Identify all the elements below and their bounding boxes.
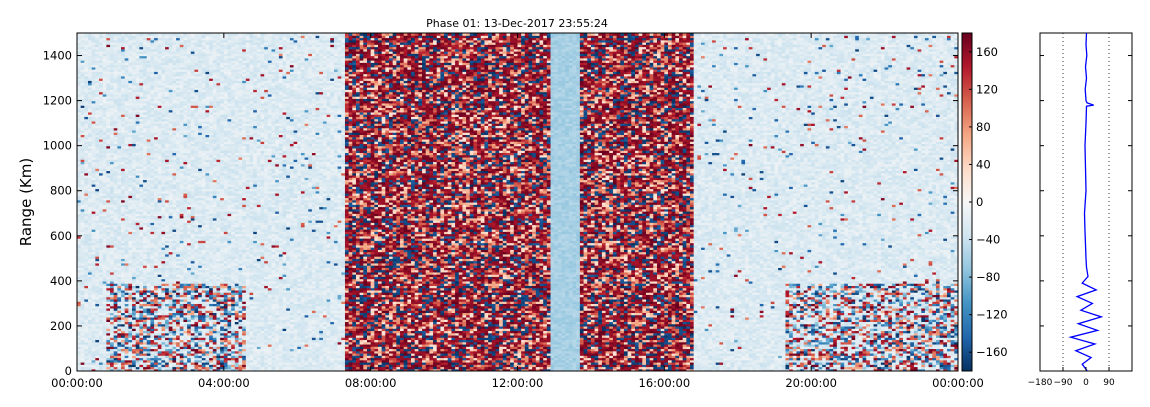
y-axis-label: Range (Km) xyxy=(17,158,35,246)
chart-title: Phase 01: 13-Dec-2017 23:55:24 xyxy=(426,17,608,30)
heatmap-cells xyxy=(77,33,959,372)
